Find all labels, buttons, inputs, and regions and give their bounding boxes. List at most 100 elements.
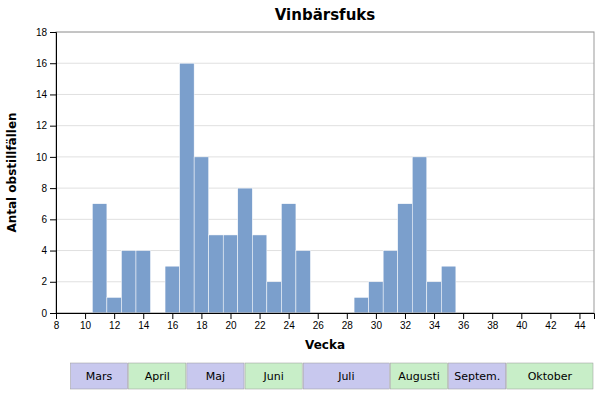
tick: 34 bbox=[429, 313, 441, 331]
tick-mark bbox=[50, 282, 56, 283]
bar bbox=[441, 266, 456, 313]
month-box bbox=[245, 363, 302, 389]
month-boxes: MarsAprilMajJuniJuliAugustiSeptem.Oktobe… bbox=[71, 363, 593, 389]
tick-mark bbox=[50, 313, 56, 314]
tick: 30 bbox=[371, 313, 383, 331]
axis-line bbox=[50, 33, 57, 314]
tick-label: 18 bbox=[196, 320, 208, 331]
tick-mark bbox=[260, 313, 261, 319]
tick: 18 bbox=[36, 27, 56, 38]
bar bbox=[121, 251, 136, 313]
tick: 26 bbox=[313, 313, 325, 331]
tick-label: 30 bbox=[371, 320, 383, 331]
tick: 20 bbox=[225, 313, 237, 331]
month-label: Juni bbox=[262, 370, 283, 383]
title: Vinbärsfuks bbox=[275, 6, 376, 24]
month-label: April bbox=[145, 370, 170, 383]
bar bbox=[180, 63, 195, 313]
tick: 10 bbox=[36, 152, 56, 163]
plot: 8101214161820222426283032343638404244024… bbox=[36, 27, 595, 331]
grid bbox=[56, 32, 594, 313]
tick-label: 22 bbox=[255, 320, 267, 331]
tick-label: 32 bbox=[400, 320, 412, 331]
tick-label: 16 bbox=[167, 320, 179, 331]
month-box bbox=[129, 363, 186, 389]
tick-mark bbox=[50, 157, 56, 158]
tick-mark bbox=[50, 94, 56, 95]
tick: 18 bbox=[196, 313, 208, 331]
bar bbox=[209, 235, 224, 313]
tick: 40 bbox=[516, 313, 528, 331]
bar bbox=[412, 157, 427, 313]
tick-mark bbox=[50, 251, 56, 252]
tick-label: 38 bbox=[487, 320, 499, 331]
tick-label: 26 bbox=[313, 320, 325, 331]
bar bbox=[427, 282, 442, 313]
tick-label: 40 bbox=[516, 320, 528, 331]
axis-line bbox=[57, 314, 595, 320]
tick: 32 bbox=[400, 313, 412, 331]
tick-label: 2 bbox=[41, 276, 47, 287]
month-label: Oktober bbox=[528, 370, 573, 383]
bar bbox=[165, 266, 180, 313]
tick-label: 4 bbox=[41, 245, 47, 256]
tick-label: 44 bbox=[574, 320, 586, 331]
tick-mark bbox=[318, 313, 319, 319]
tick-label: 8 bbox=[41, 183, 47, 194]
tick-mark bbox=[405, 313, 406, 319]
tick-mark bbox=[463, 313, 464, 319]
tick-mark bbox=[230, 313, 231, 319]
tick: 14 bbox=[138, 313, 150, 331]
grid-line bbox=[56, 188, 594, 189]
tick: 38 bbox=[487, 313, 499, 331]
tick-label: 14 bbox=[36, 89, 48, 100]
tick-mark bbox=[550, 313, 551, 319]
tick-label: 20 bbox=[225, 320, 237, 331]
month-box bbox=[187, 363, 244, 389]
plot-frame bbox=[56, 32, 594, 313]
tick-label: 14 bbox=[138, 320, 150, 331]
grid-line bbox=[56, 219, 594, 220]
tick-label: 0 bbox=[41, 308, 47, 319]
tick: 8 bbox=[41, 183, 56, 194]
tick: 16 bbox=[167, 313, 179, 331]
tick-mark bbox=[85, 313, 86, 319]
tick: 2 bbox=[41, 276, 56, 287]
bars bbox=[92, 63, 456, 313]
tick-mark bbox=[521, 313, 522, 319]
grid-line bbox=[56, 156, 594, 157]
month-label: Juli bbox=[337, 370, 354, 383]
y-axis-title: Antal obstillfällen bbox=[5, 112, 19, 232]
y-axis: 0 2 4 6 8 10 12 14 16 18 bbox=[36, 27, 57, 319]
tick-mark bbox=[434, 313, 435, 319]
tick-mark bbox=[492, 313, 493, 319]
bar bbox=[252, 235, 267, 313]
month-label: Mars bbox=[86, 370, 113, 383]
tick-label: 10 bbox=[80, 320, 92, 331]
grid-line bbox=[56, 125, 594, 126]
tick-label: 42 bbox=[545, 320, 557, 331]
tick-mark bbox=[50, 126, 56, 127]
month-box bbox=[71, 363, 128, 389]
tick-mark bbox=[50, 63, 56, 64]
bar bbox=[267, 282, 282, 313]
tick-mark bbox=[114, 313, 115, 319]
tick-mark bbox=[579, 313, 580, 319]
tick: 0 bbox=[41, 308, 56, 319]
bar bbox=[281, 204, 296, 313]
tick: 8 bbox=[54, 313, 60, 331]
tick: 6 bbox=[41, 214, 56, 225]
tick-label: 36 bbox=[458, 320, 470, 331]
tick: 12 bbox=[36, 120, 56, 131]
tick-mark bbox=[143, 313, 144, 319]
bar bbox=[398, 204, 413, 313]
tick: 16 bbox=[36, 58, 56, 69]
bar bbox=[296, 251, 311, 313]
tick-mark bbox=[201, 313, 202, 319]
grid-line bbox=[56, 94, 594, 95]
tick: 44 bbox=[574, 313, 586, 331]
tick-mark bbox=[50, 188, 56, 189]
x-axis: 8101214161820222426283032343638404244 bbox=[54, 313, 595, 331]
month-box bbox=[390, 363, 447, 389]
tick-label: 24 bbox=[284, 320, 296, 331]
